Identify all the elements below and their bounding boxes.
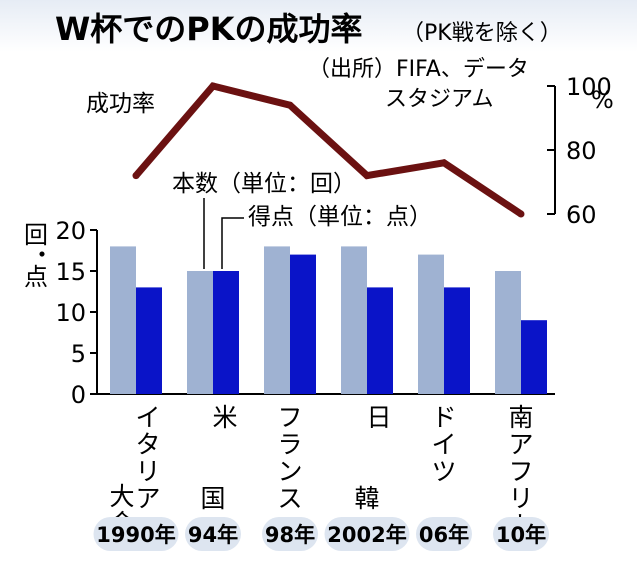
bar-series-1: [495, 271, 521, 394]
rate-point: [363, 172, 371, 180]
left-axis-label-char-1: 回: [24, 221, 48, 249]
right-axis: 60 80 100: [547, 73, 612, 229]
category-name-char: フ: [508, 457, 533, 486]
category-suffix-char: 韓: [354, 484, 379, 513]
bar-series-2-label: 得点（単位：点）: [248, 204, 432, 230]
bar-series-2: [521, 320, 547, 394]
bar-series-2: [290, 254, 316, 394]
year-pill: [493, 517, 549, 551]
left-tick-label: 0: [71, 381, 86, 409]
year-pill: [185, 517, 241, 551]
year-pill: [324, 517, 410, 551]
source-line-2: スタジアム: [385, 87, 493, 112]
category-name-char: フ: [277, 403, 302, 432]
right-tick-label: 60: [566, 201, 597, 229]
year-label: 2002年: [327, 523, 406, 547]
category-name-char: ツ: [431, 457, 456, 486]
right-tick-label: 80: [566, 137, 597, 165]
left-axis: 0 5 10 15 20: [55, 217, 555, 409]
left-tick-label: 10: [55, 299, 86, 327]
source-line-1: （出所）FIFA、データ: [308, 57, 529, 82]
rate-point: [286, 101, 294, 109]
rate-point: [517, 210, 525, 218]
left-axis-label-char-3: 点: [24, 263, 48, 291]
category-suffix-char: 国: [200, 484, 225, 513]
right-axis-unit: %: [591, 86, 614, 114]
year-pill: [416, 517, 472, 551]
bar-series-1-label: 本数（単位：回）: [172, 171, 356, 197]
category-name-char: タ: [135, 430, 160, 459]
rate-line: [132, 82, 525, 218]
category-name-char: イ: [431, 430, 456, 459]
year-label: 06年: [419, 523, 469, 547]
category-name-char: リ: [508, 484, 533, 513]
left-tick-label: 15: [55, 258, 86, 286]
bar-series-1: [110, 246, 136, 394]
category-name-char: ア: [508, 430, 533, 459]
year-label: 94年: [188, 523, 238, 547]
year-label: 10年: [496, 523, 546, 547]
bar-series-2: [444, 287, 470, 394]
category-name-char: ス: [277, 484, 302, 513]
bars: [110, 246, 547, 394]
bar-series-2: [367, 287, 393, 394]
category-suffix-char: 大: [109, 482, 134, 511]
year-label: 1990年: [96, 523, 175, 547]
left-tick-label: 20: [55, 217, 86, 245]
bar-series-1: [264, 246, 290, 394]
chart-title: W杯でのPKの成功率: [55, 10, 363, 48]
category-name-char: 日: [366, 403, 391, 432]
category-name-char: 米: [212, 403, 237, 432]
left-tick-label: 5: [71, 340, 86, 368]
line-series-label: 成功率: [86, 91, 155, 117]
category-labels: イタリア大会1990年米国94年フランス98年日韓2002年ドイツ06年南アフリ…: [93, 403, 549, 551]
category-name-char: ラ: [277, 430, 302, 459]
rate-point: [132, 172, 140, 180]
right-tick-label: 100: [566, 73, 612, 101]
bar-series-2: [136, 287, 162, 394]
bar-series-1: [418, 254, 444, 394]
left-axis-label-char-2: ・: [30, 241, 54, 269]
category-name-char: イ: [135, 403, 160, 432]
bar-series-2-leader: [221, 217, 244, 269]
bar-series-2: [213, 271, 239, 394]
bar-series-1: [341, 246, 367, 394]
rate-point: [209, 82, 217, 90]
bar-series-1: [187, 271, 213, 394]
rate-point: [440, 159, 448, 167]
category-name-char: リ: [135, 457, 160, 486]
category-name-char: ア: [135, 484, 160, 513]
category-name-char: 南: [508, 403, 533, 432]
rate-line-path: [133, 82, 523, 217]
category-name-char: ン: [277, 457, 302, 486]
year-pill: [93, 517, 179, 551]
category-name-char: ド: [431, 403, 456, 432]
year-pill: [262, 517, 318, 551]
year-label: 98年: [265, 523, 315, 547]
chart-subtitle: （PK戦を除く）: [402, 21, 562, 46]
title-band: [0, 0, 637, 52]
